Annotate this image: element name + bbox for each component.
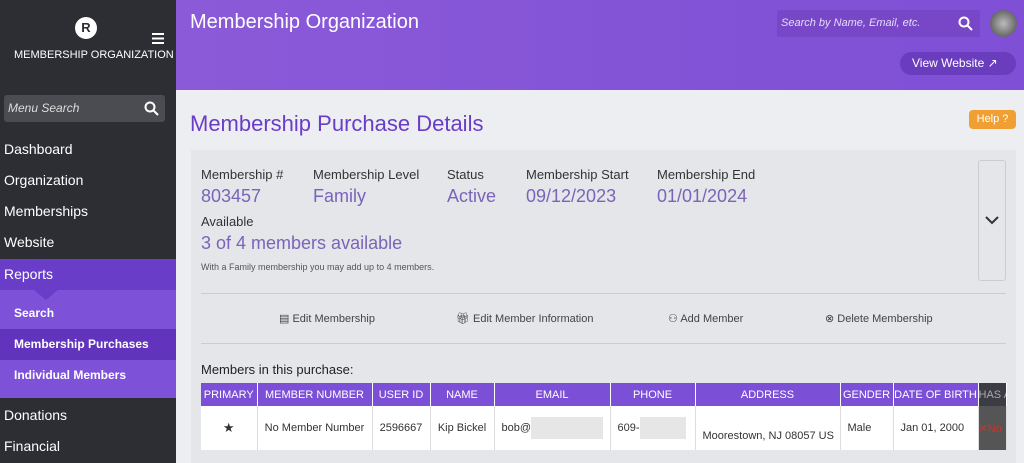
members-table: PRIMARY MEMBER NUMBER USER ID NAME EMAIL PHON…	[201, 383, 1007, 450]
menu-toggle[interactable]	[152, 33, 164, 44]
cell-text: Moorestown, NJ 08057 US	[702, 430, 834, 442]
submenu-item[interactable]: Individual Members	[14, 368, 127, 382]
submenu-item[interactable]: Membership Purchases	[0, 329, 176, 360]
search-placeholder: Menu Search	[8, 101, 80, 115]
cell-text: No	[987, 422, 1002, 435]
field-value: 3 of 4 members available	[201, 233, 403, 253]
chevron	[985, 216, 999, 225]
divider	[201, 343, 1006, 344]
action-link[interactable]: ⊗ Delete Membership	[825, 313, 933, 325]
field-value: Active	[447, 186, 497, 206]
action-label: Edit Member Information	[473, 313, 594, 325]
field-value: 09/12/2023	[526, 186, 617, 206]
nav-item[interactable]: Memberships	[4, 203, 89, 219]
expand-toggle[interactable]	[978, 160, 1006, 281]
members-heading: Members in this purchase:	[201, 362, 354, 377]
column-header: PRIMARY	[201, 383, 258, 406]
nav-item[interactable]: Website	[4, 234, 55, 250]
column-header: USER ID	[372, 383, 431, 406]
cell-text: No Member Number	[264, 422, 365, 434]
search-placeholder: Search by Name, Email, etc.	[781, 17, 921, 29]
field-label: Available	[201, 214, 254, 229]
nav-item[interactable]: Reports	[0, 259, 176, 290]
column-header: NAME	[430, 383, 495, 406]
menu-search[interactable]: Menu Search	[4, 95, 165, 122]
field-label: Membership #	[201, 167, 284, 182]
cell-text: Male	[847, 422, 872, 434]
search-icon	[144, 101, 159, 116]
column-header: EMAIL	[494, 383, 611, 406]
cell-text: 2596667	[379, 422, 423, 434]
cell-text: bob@	[501, 421, 532, 434]
redacted	[531, 417, 604, 439]
field-label: Membership Start	[526, 167, 629, 182]
header: Membership Organization Search by Name, …	[176, 0, 1024, 90]
view-website-button[interactable]: View Website ↗	[900, 52, 1016, 75]
field-value: 01/01/2024	[657, 186, 748, 206]
redacted	[639, 417, 686, 439]
table-cell: 609-	[610, 406, 696, 450]
action-label: Edit Membership	[292, 313, 375, 325]
action-link[interactable]: ▤ Edit Membership	[279, 313, 375, 325]
org-name: MEMBERSHIP ORGANIZATION	[14, 49, 174, 61]
table-header: PRIMARY MEMBER NUMBER USER ID NAME EMAIL PHON…	[201, 383, 1007, 406]
table-cell: Kip Bickel	[430, 406, 495, 450]
primary-star: ★	[201, 406, 258, 450]
column-header: HAS A	[978, 383, 1007, 406]
table-cell: Male	[840, 406, 894, 450]
table-cell: Moorestown, NJ 08057 US	[695, 406, 841, 450]
sidebar: R MEMBERSHIP ORGANIZATION Menu Search Da…	[0, 0, 176, 463]
table-cell: bob@	[494, 406, 611, 450]
nav-item[interactable]: Financial	[4, 438, 61, 454]
avatar[interactable]	[990, 10, 1017, 37]
table-cell: Jan 01, 2000	[893, 406, 979, 450]
field-value: 803457	[201, 186, 262, 206]
field-value: Family	[313, 186, 366, 206]
field-label: Membership Level	[313, 167, 420, 182]
column-header: GENDER	[840, 383, 894, 406]
submenu-item[interactable]: Search	[14, 306, 55, 320]
nav-item[interactable]: Donations	[4, 407, 68, 423]
nav-item[interactable]: Organization	[4, 172, 84, 188]
table-row: ★ No Member Number 2596667 Kip Bickel bob@ 60…	[201, 406, 1007, 450]
note: With a Family membership you may add up …	[201, 262, 435, 272]
nav-item[interactable]: Dashboard	[4, 141, 73, 157]
divider	[201, 293, 1006, 294]
action-label: Delete Membership	[837, 313, 933, 325]
column-header: PHONE	[610, 383, 696, 406]
caret	[34, 290, 58, 300]
help-label: Help	[976, 113, 1000, 125]
field-label: Membership End	[657, 167, 756, 182]
field-label: Status	[447, 167, 484, 182]
column-header: ADDRESS	[695, 383, 841, 406]
column-header: DATE OF BIRTH	[893, 383, 979, 406]
action-link[interactable]: 🎁︎ Edit Member Information	[456, 313, 594, 325]
table-body: ★ No Member Number 2596667 Kip Bickel bob@ 60…	[201, 406, 1007, 450]
header-search[interactable]: Search by Name, Email, etc.	[777, 10, 980, 37]
button-label: View Website	[912, 56, 985, 70]
table-cell: ✕No	[978, 406, 1007, 450]
search-icon	[958, 16, 973, 31]
help-button[interactable]: Help ?	[969, 110, 1016, 129]
page-title: Membership Purchase Details	[190, 111, 484, 136]
cell-text: 609-	[617, 421, 640, 434]
cell-text: Kip Bickel	[437, 422, 487, 434]
table-cell: No Member Number	[257, 406, 373, 450]
table-cell: 2596667	[372, 406, 431, 450]
cell-text: Jan 01, 2000	[900, 422, 965, 434]
action-label: Add Member	[680, 313, 744, 325]
action-link[interactable]: ⚇ Add Member	[668, 313, 744, 325]
logo[interactable]: R	[75, 17, 97, 39]
column-header: MEMBER NUMBER	[257, 383, 373, 406]
header-title: Membership Organization	[190, 11, 419, 33]
card: Membership # 803457 Membership Level Family…	[191, 150, 1016, 463]
